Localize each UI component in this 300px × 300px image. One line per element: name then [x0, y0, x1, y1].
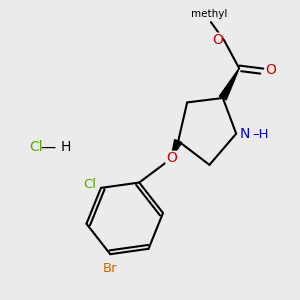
Text: O: O	[265, 63, 276, 77]
Text: N: N	[239, 127, 250, 141]
Text: —: —	[40, 140, 56, 154]
Text: –H: –H	[253, 128, 269, 141]
Text: O: O	[212, 33, 223, 47]
Polygon shape	[171, 140, 182, 159]
Text: O: O	[166, 151, 177, 165]
Text: Br: Br	[103, 262, 118, 275]
Text: Cl: Cl	[83, 178, 97, 191]
Polygon shape	[219, 68, 239, 100]
Text: Cl: Cl	[30, 140, 43, 154]
Text: H: H	[61, 140, 71, 154]
Text: methyl: methyl	[191, 9, 228, 19]
